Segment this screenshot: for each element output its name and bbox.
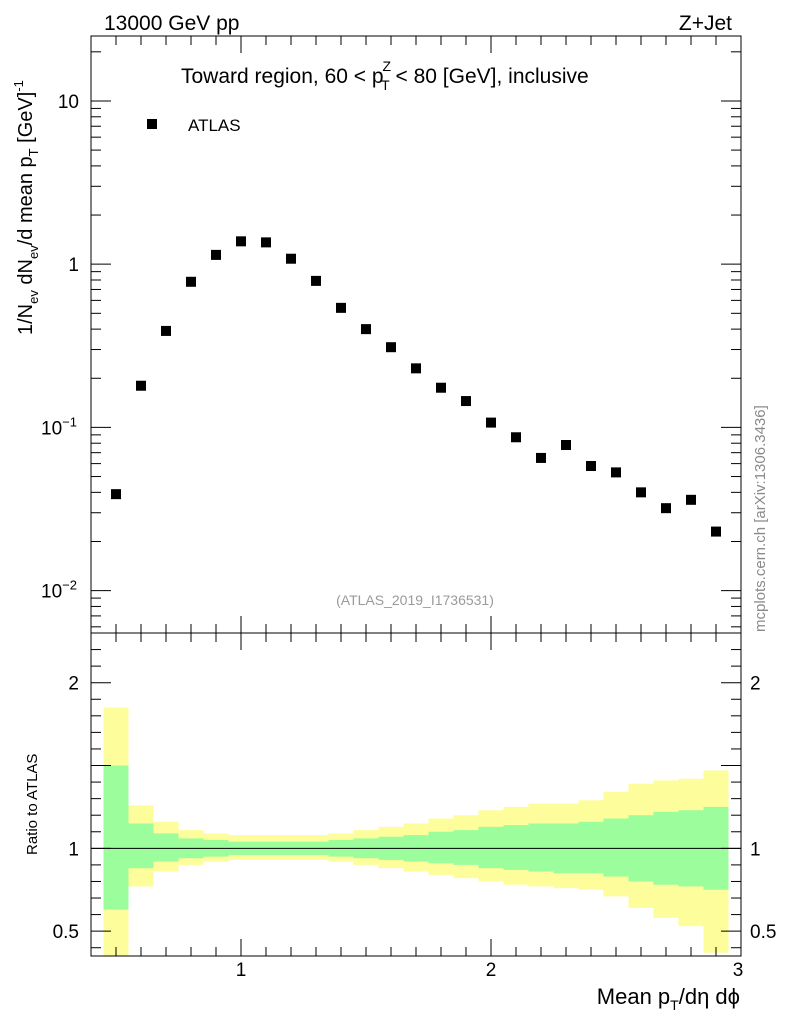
ratio-band-inner-15 (478, 826, 504, 869)
data-point-16 (511, 432, 521, 443)
data-point-21 (636, 487, 646, 498)
data-point-22 (661, 503, 671, 514)
x-axis-label: Mean pT/dη dϕ (597, 984, 740, 1013)
ratio-panel: 0.5 1 2 0.5 1 2 Ratio to ATLAS (24, 632, 776, 957)
data-point-15 (486, 417, 496, 428)
data-points (111, 236, 721, 537)
ratio-bands (103, 707, 729, 956)
data-point-7 (286, 253, 296, 264)
main-panel: 10 1 10−1 10−2 Toward region, 60 < pZ T <… (11, 35, 742, 634)
data-point-12 (411, 363, 421, 374)
ratio-band-inner-14 (453, 830, 479, 865)
data-point-0 (111, 489, 121, 500)
data-point-17 (536, 452, 546, 463)
ratio-band-inner-16 (503, 825, 529, 870)
chart-title: Toward region, 60 < pZ T < 80 [GeV], incl… (181, 58, 589, 93)
y-tick-label-main-0: 10 (58, 92, 79, 113)
data-point-10 (361, 324, 371, 335)
ratio-y-tick-labels-left: 0.5 1 2 (53, 674, 79, 943)
ratio-tick-label-right-1: 1 (750, 839, 761, 860)
data-point-6 (261, 237, 271, 248)
ratio-band-inner-13 (428, 831, 454, 864)
legend: ATLAS (147, 116, 241, 135)
ratio-band-inner-1 (128, 823, 154, 869)
ratio-band-inner-0 (103, 765, 129, 910)
ratio-tick-label-right-0: 0.5 (750, 922, 776, 943)
y-tick-label-main-3: 10−2 (41, 578, 77, 603)
y-axis-label-main: 1/Nev dNev/d mean pT [GeV]-1 (11, 80, 41, 335)
process-label: Z+Jet (679, 12, 732, 35)
analysis-id: (ATLAS_2019_I1736531) (336, 592, 494, 608)
data-point-19 (586, 461, 596, 472)
data-point-2 (161, 325, 171, 336)
watermark-container: mcplots.cern.ch [arXiv:1306.3436] (752, 342, 772, 632)
energy-label: 13000 GeV pp (104, 12, 239, 35)
data-point-9 (336, 302, 346, 313)
data-point-20 (611, 467, 621, 478)
data-point-23 (686, 494, 696, 505)
ratio-band-inner-19 (578, 821, 604, 874)
ratio-axis-ticks (90, 632, 742, 956)
legend-marker-atlas (147, 119, 157, 129)
data-point-1 (136, 380, 146, 391)
ratio-y-tick-labels-right: 0.5 1 2 (750, 674, 776, 943)
data-point-11 (386, 342, 396, 353)
data-point-18 (561, 440, 571, 451)
ratio-band-inner-20 (603, 818, 629, 877)
ratio-tick-label-left-2: 2 (68, 674, 79, 695)
y-tick-label-main-2: 10−1 (41, 414, 77, 439)
data-point-5 (236, 236, 246, 247)
data-point-8 (311, 275, 321, 286)
data-point-14 (461, 396, 471, 407)
main-y-tick-labels: 10 1 10−1 10−2 (41, 92, 79, 603)
x-tick-label-0: 1 (236, 960, 247, 981)
data-point-24 (711, 526, 721, 537)
data-point-13 (436, 382, 446, 393)
data-point-4 (211, 249, 221, 260)
ratio-band-inner-2 (153, 833, 179, 862)
ratio-tick-label-left-0: 0.5 (53, 922, 79, 943)
y-tick-label-main-1: 1 (68, 255, 79, 276)
y-axis-label-ratio: Ratio to ATLAS (24, 754, 41, 855)
ratio-band-inner-17 (528, 823, 554, 872)
legend-label-atlas: ATLAS (188, 116, 241, 135)
watermark: mcplots.cern.ch [arXiv:1306.3436] (752, 405, 769, 632)
x-tick-labels: 1 2 3 (236, 960, 744, 981)
data-point-3 (186, 276, 196, 287)
x-tick-label-1: 2 (486, 960, 497, 981)
main-axis-ticks (90, 36, 742, 633)
ratio-frame (90, 632, 742, 957)
ratio-tick-label-right-2: 2 (750, 674, 761, 695)
x-tick-label-2: 3 (733, 960, 744, 981)
ratio-tick-label-left-1: 1 (68, 839, 79, 860)
